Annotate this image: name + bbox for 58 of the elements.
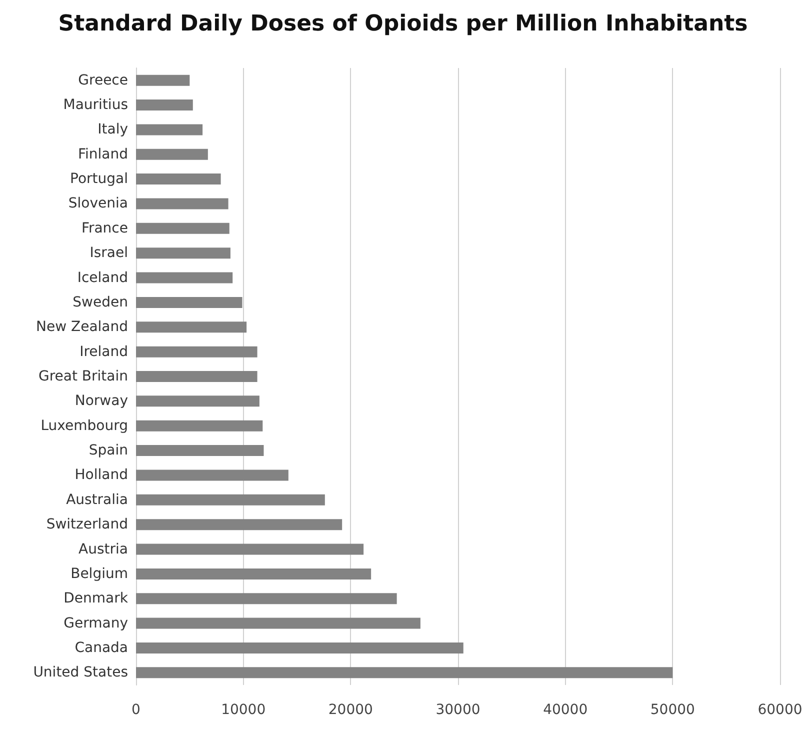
- bar: [136, 248, 230, 259]
- bar: [136, 124, 203, 136]
- y-tick-label: Sweden: [72, 294, 128, 310]
- y-tick-label: Austria: [78, 541, 128, 558]
- bar: [136, 593, 397, 604]
- y-tick-label: Australia: [66, 492, 128, 508]
- y-tick-label: Spain: [88, 442, 128, 459]
- y-tick-label: Greece: [78, 72, 128, 88]
- y-tick-label: Luxembourg: [40, 418, 128, 434]
- x-tick-label: 0: [132, 702, 140, 718]
- y-tick-label: United States: [33, 664, 128, 681]
- bar: [136, 148, 208, 160]
- y-tick-label: New Zealand: [36, 319, 128, 336]
- bar: [136, 346, 258, 358]
- bar: [136, 198, 228, 210]
- bar: [136, 618, 420, 629]
- y-tick-label: Canada: [74, 640, 128, 656]
- y-tick-label: France: [81, 220, 128, 236]
- bar: [136, 272, 233, 284]
- x-tick-label: 10000: [221, 702, 266, 718]
- y-tick-label: Mauritius: [63, 97, 128, 114]
- chart-title: Standard Daily Doses of Opioids per Million Inhabitants: [58, 12, 748, 36]
- x-tick-label: 50000: [650, 702, 695, 718]
- bar: [136, 470, 288, 481]
- bar: [136, 544, 364, 555]
- bar: [136, 494, 325, 506]
- bar: [136, 222, 230, 234]
- x-tick-label: 30000: [436, 702, 480, 718]
- y-tick-label: Germany: [64, 615, 128, 632]
- y-tick-label: Ireland: [80, 344, 128, 360]
- bar: [136, 642, 464, 654]
- bar: [136, 519, 342, 530]
- x-tick-label: 20000: [328, 702, 373, 718]
- y-tick-label: Great Britain: [38, 368, 128, 384]
- y-tick-label: Belgium: [70, 566, 128, 582]
- y-tick-label: Italy: [98, 122, 128, 138]
- y-tick-label: Norway: [74, 393, 128, 410]
- bar: [136, 445, 264, 456]
- y-tick-label: Israel: [90, 245, 128, 262]
- y-tick-label: Iceland: [77, 270, 128, 286]
- y-tick-label: Holland: [74, 467, 128, 484]
- bar: [136, 296, 242, 308]
- y-tick-label: Switzerland: [46, 516, 128, 533]
- bar: [136, 74, 190, 86]
- bar: [136, 396, 260, 407]
- y-tick-label: Portugal: [70, 171, 128, 188]
- x-tick-label: 40000: [543, 702, 588, 718]
- y-tick-label: Finland: [78, 146, 128, 162]
- y-tick-label: Denmark: [64, 590, 129, 607]
- bar: [136, 667, 673, 678]
- bar: [136, 322, 247, 333]
- bar: [136, 100, 193, 111]
- x-tick-label: 60000: [758, 702, 802, 718]
- bar: [136, 371, 258, 382]
- bar: [136, 174, 221, 185]
- bar: [136, 420, 263, 432]
- y-tick-label: Slovenia: [68, 196, 128, 212]
- bar: [136, 568, 372, 580]
